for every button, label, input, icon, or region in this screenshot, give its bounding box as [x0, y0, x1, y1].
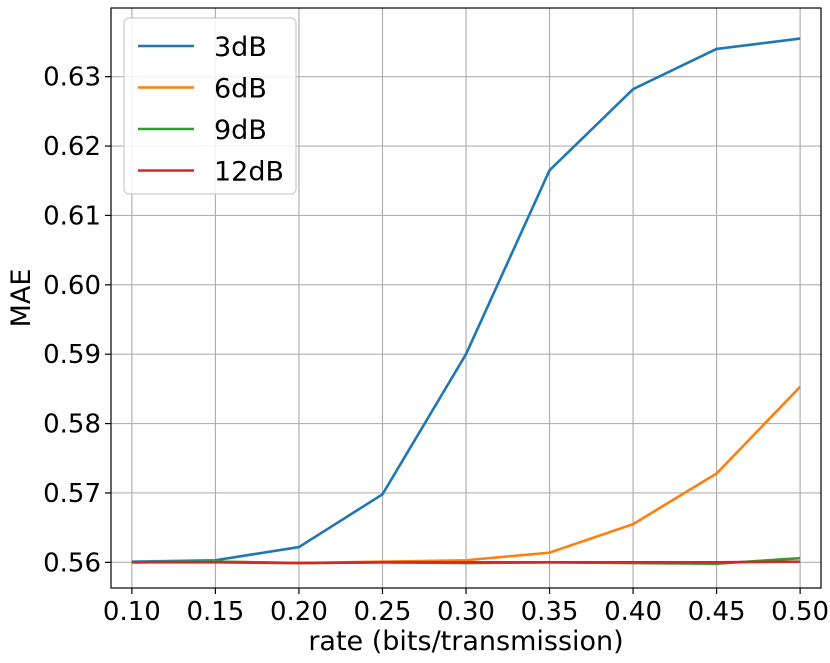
x-tick-label: 0.50 [771, 597, 829, 627]
series-line-12dB [131, 560, 801, 565]
x-tick-label: 0.40 [604, 597, 662, 627]
legend-label: 6dB [214, 74, 267, 105]
x-tick-label: 0.15 [186, 597, 244, 627]
x-axis: 0.10 0.15 0.20 0.25 0.30 0.35 0.40 0.45 0.50 [103, 588, 829, 627]
x-axis-label: rate (bits/transmission) [308, 626, 623, 657]
y-tick-label: 0.62 [43, 132, 101, 162]
legend-label: 12dB [214, 157, 284, 188]
x-tick-label: 0.10 [103, 597, 161, 627]
series-lines [131, 37, 802, 566]
series-line-3dB [131, 37, 801, 563]
y-tick-label: 0.61 [43, 201, 101, 231]
y-tick-label: 0.60 [43, 271, 101, 301]
y-tick-label: 0.63 [43, 63, 101, 93]
y-tick-label: 0.56 [43, 548, 101, 578]
y-axis: 0.56 0.57 0.58 0.59 0.60 0.61 0.62 0.63 [43, 63, 111, 578]
x-tick-label: 0.20 [270, 597, 328, 627]
y-tick-label: 0.59 [43, 340, 101, 370]
legend-box [123, 17, 297, 195]
x-tick-label: 0.30 [437, 597, 495, 627]
legend-label: 3dB [214, 32, 267, 63]
x-tick-label: 0.35 [521, 597, 579, 627]
x-tick-label: 0.25 [354, 597, 412, 627]
legend: 3dB 6dB 9dB 12dB [123, 17, 297, 195]
legend-label: 9dB [214, 115, 267, 146]
y-tick-label: 0.58 [43, 410, 101, 440]
x-tick-label: 0.45 [688, 597, 746, 627]
y-axis-label: MAE [6, 269, 37, 328]
y-tick-label: 0.57 [43, 479, 101, 509]
